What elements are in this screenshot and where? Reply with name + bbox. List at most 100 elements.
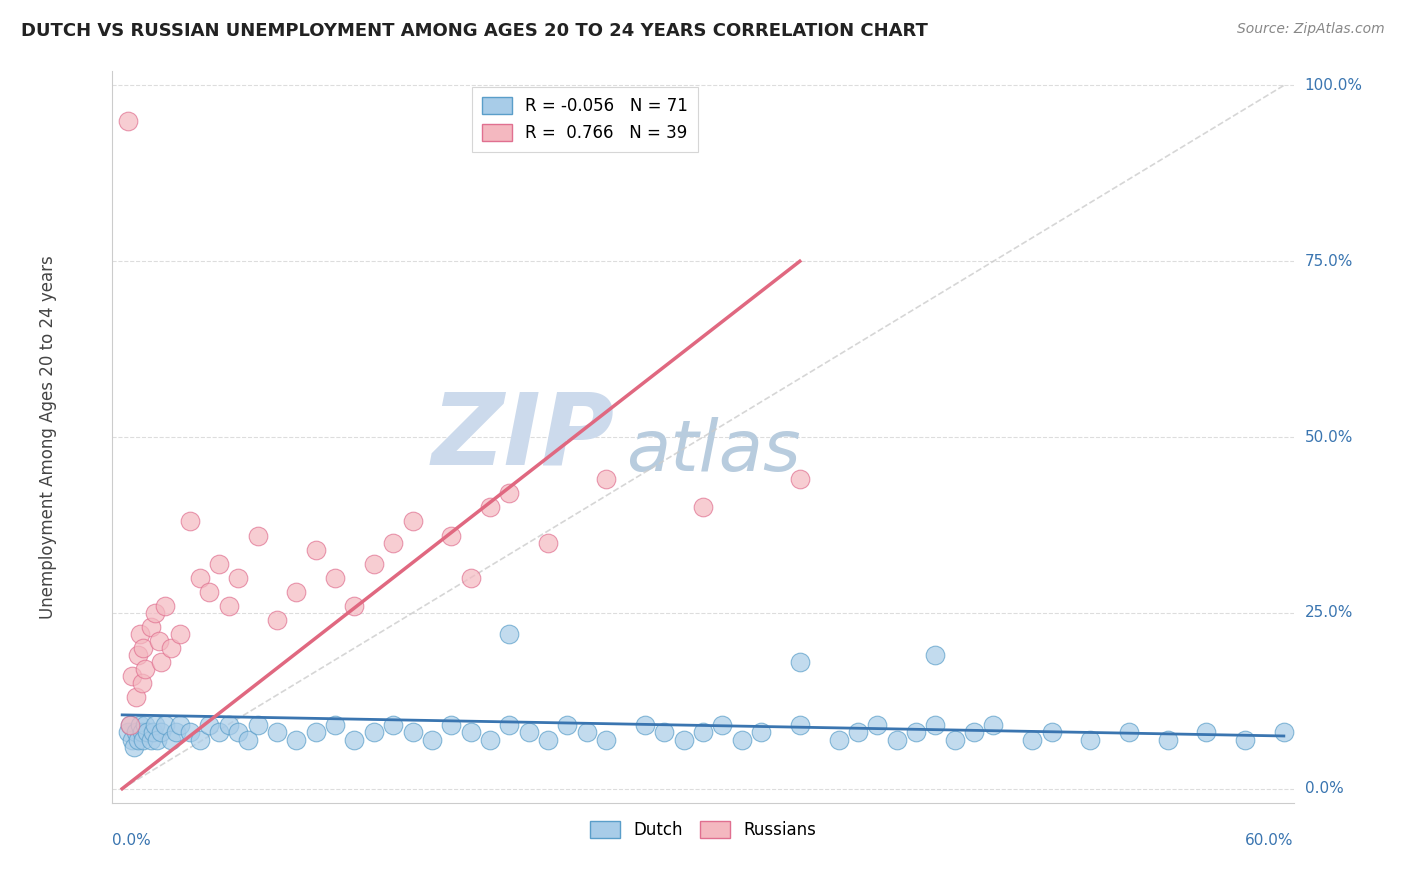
Point (228, 725, 250, 739)
Point (149, 725, 172, 739)
Text: 0.0%: 0.0% (1305, 781, 1343, 797)
Point (266, 613, 288, 627)
Text: 100.0%: 100.0% (1305, 78, 1362, 93)
Point (460, 571, 482, 585)
Point (1078, 732, 1101, 747)
Point (246, 718, 269, 732)
Point (363, 557, 385, 571)
Point (789, 472, 811, 486)
Point (963, 725, 986, 739)
Point (595, 732, 617, 747)
Point (285, 584, 308, 599)
Text: Source: ZipAtlas.com: Source: ZipAtlas.com (1237, 22, 1385, 37)
Point (188, 732, 211, 747)
Point (143, 606, 166, 620)
Point (983, 718, 1005, 732)
Point (460, 725, 482, 739)
Text: 75.0%: 75.0% (1305, 253, 1353, 268)
Text: atlas: atlas (626, 417, 801, 486)
Point (517, 725, 540, 739)
Point (323, 718, 346, 732)
Text: 50.0%: 50.0% (1305, 430, 1353, 444)
Point (208, 725, 231, 739)
Point (652, 725, 675, 739)
Legend: Dutch, Russians: Dutch, Russians (583, 814, 823, 846)
Text: 0.0%: 0.0% (112, 833, 152, 848)
Point (117, 113, 139, 128)
Point (143, 718, 166, 732)
Text: Unemployment Among Ages 20 to 24 years: Unemployment Among Ages 20 to 24 years (38, 255, 56, 619)
Point (236, 732, 259, 747)
Point (827, 732, 849, 747)
Point (142, 725, 165, 739)
Point (125, 690, 148, 705)
Point (153, 599, 176, 613)
Point (141, 620, 163, 634)
Point (440, 528, 463, 542)
Point (285, 732, 308, 747)
Point (132, 641, 155, 656)
Point (198, 584, 221, 599)
Point (1156, 732, 1178, 747)
Point (343, 599, 366, 613)
Point (127, 732, 149, 747)
Point (159, 641, 181, 656)
Point (479, 732, 502, 747)
Point (179, 515, 201, 529)
Point (118, 718, 141, 732)
Point (1195, 725, 1218, 739)
Point (188, 571, 211, 585)
Point (179, 725, 201, 739)
Point (420, 732, 443, 747)
Point (498, 486, 520, 500)
Point (498, 627, 520, 641)
Point (131, 725, 153, 739)
Point (1021, 732, 1043, 747)
Point (218, 599, 240, 613)
Point (634, 718, 657, 732)
Point (121, 732, 143, 747)
Point (498, 718, 520, 732)
Point (789, 718, 811, 732)
Point (136, 725, 159, 739)
Point (401, 515, 423, 529)
Point (159, 732, 181, 747)
Point (924, 718, 946, 732)
Point (401, 725, 423, 739)
Point (208, 557, 231, 571)
Point (198, 718, 221, 732)
Point (246, 528, 269, 542)
Text: 25.0%: 25.0% (1305, 606, 1353, 621)
Point (165, 725, 187, 739)
Point (149, 655, 172, 669)
Point (1040, 725, 1063, 739)
Point (134, 718, 156, 732)
Point (1272, 725, 1295, 739)
Point (128, 627, 150, 641)
Point (440, 718, 463, 732)
Point (382, 718, 405, 732)
Point (266, 725, 288, 739)
Point (692, 725, 714, 739)
Point (382, 535, 405, 549)
Point (131, 676, 153, 690)
Point (146, 732, 169, 747)
Point (169, 718, 191, 732)
Point (886, 732, 908, 747)
Point (148, 634, 170, 648)
Point (789, 655, 811, 669)
Point (305, 725, 328, 739)
Point (153, 718, 176, 732)
Text: ZIP: ZIP (432, 389, 614, 485)
Point (323, 571, 346, 585)
Point (141, 732, 163, 747)
Point (132, 732, 155, 747)
Point (575, 725, 598, 739)
Text: DUTCH VS RUSSIAN UNEMPLOYMENT AMONG AGES 20 TO 24 YEARS CORRELATION CHART: DUTCH VS RUSSIAN UNEMPLOYMENT AMONG AGES… (21, 22, 928, 40)
Point (924, 648, 946, 662)
Point (118, 718, 141, 732)
Point (305, 542, 328, 557)
Point (121, 669, 143, 683)
Point (117, 725, 139, 739)
Point (128, 718, 150, 732)
